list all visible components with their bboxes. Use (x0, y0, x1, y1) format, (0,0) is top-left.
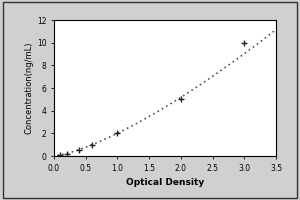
Y-axis label: Concentration(ng/mL): Concentration(ng/mL) (25, 42, 34, 134)
X-axis label: Optical Density: Optical Density (126, 178, 204, 187)
